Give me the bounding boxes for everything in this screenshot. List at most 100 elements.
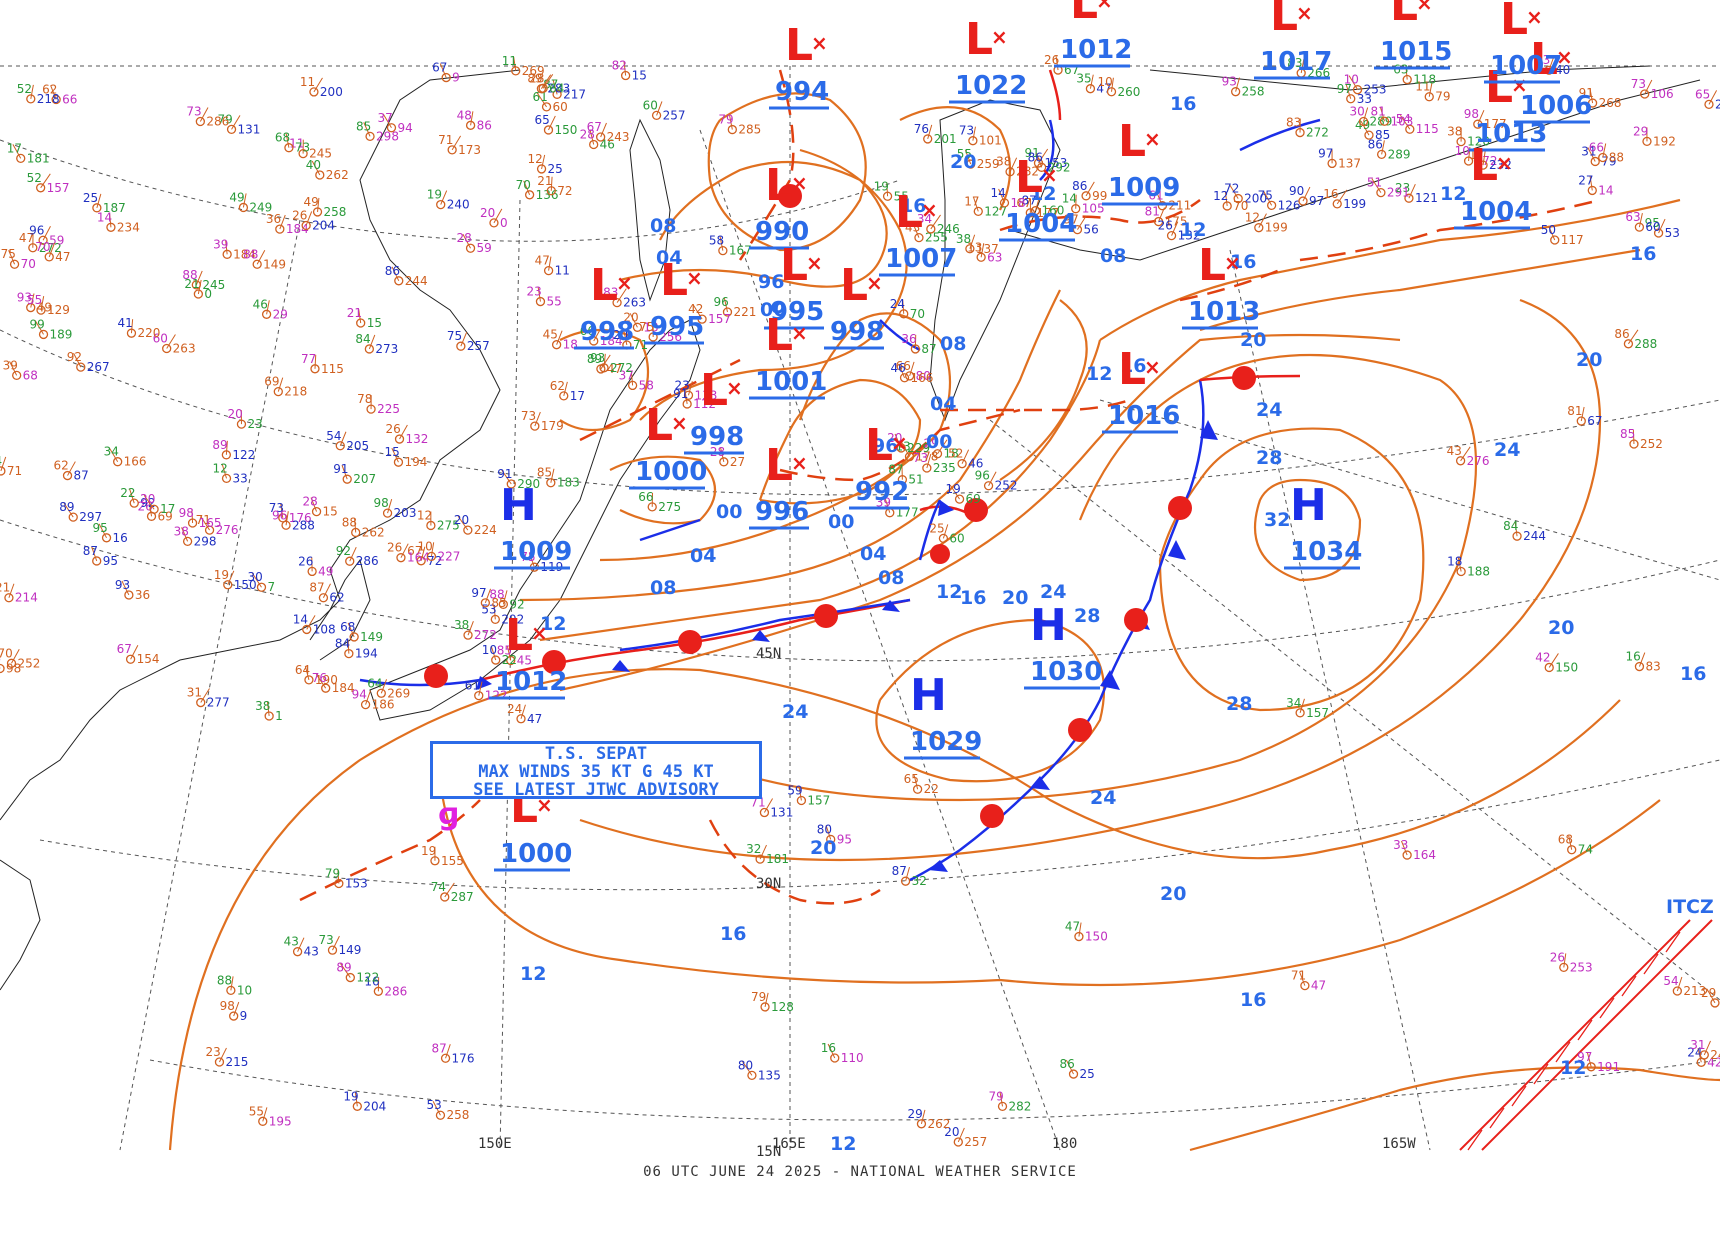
svg-text:36: 36 (901, 332, 916, 346)
svg-text:166: 166 (911, 371, 934, 385)
svg-text:93: 93 (590, 351, 605, 365)
low-center-x-icon: × (671, 411, 688, 435)
low-symbol: L (785, 20, 813, 71)
low-pressure-center: L× 1017 (1254, 0, 1332, 80)
svg-text:23: 23 (205, 1045, 220, 1059)
svg-text:200: 200 (320, 85, 343, 99)
svg-text:220: 220 (137, 326, 160, 340)
svg-text:86: 86 (1060, 1057, 1075, 1071)
svg-text:66: 66 (638, 490, 653, 504)
svg-text:97: 97 (1309, 194, 1324, 208)
svg-text:17: 17 (160, 502, 175, 516)
front-symbols (424, 184, 1256, 872)
svg-text:118: 118 (1413, 73, 1436, 87)
low-pressure-center: L× 998 (574, 260, 634, 350)
low-pressure-center: L× 996 (749, 440, 809, 530)
svg-text:17: 17 (964, 194, 979, 208)
svg-text:292: 292 (501, 612, 524, 626)
isobar-value-label: 12 (1440, 183, 1466, 205)
high-symbol: H (1290, 480, 1327, 531)
svg-text:10: 10 (1455, 144, 1470, 158)
svg-text:23: 23 (675, 378, 690, 392)
station-plot: 14 105 (1062, 192, 1105, 216)
station-plot: 68 74 (1558, 833, 1593, 857)
svg-text:175: 175 (1165, 215, 1188, 229)
isobar-1004-c (609, 455, 716, 525)
low-pressure-center: L×1007 (1484, 0, 1562, 84)
station-plot: 85 298 (356, 119, 399, 143)
station-plot: 85 183 (537, 466, 580, 490)
svg-text:64: 64 (549, 81, 564, 95)
svg-text:69: 69 (264, 375, 279, 389)
low-symbol: L (1500, 0, 1528, 45)
central-pressure-label: 1015 (1380, 37, 1452, 67)
station-plot: 31 79 (1581, 144, 1616, 168)
svg-text:11: 11 (1415, 80, 1430, 94)
svg-text:60: 60 (153, 332, 168, 346)
svg-text:20: 20 (613, 328, 628, 342)
station-plot: 42 157 (688, 302, 731, 326)
central-pressure-label: 1001 (755, 367, 827, 397)
svg-text:92: 92 (336, 544, 351, 558)
svg-text:19: 19 (946, 482, 961, 496)
svg-text:26: 26 (1550, 950, 1565, 964)
svg-text:24: 24 (890, 297, 905, 311)
svg-text:49: 49 (318, 564, 333, 578)
svg-text:240: 240 (447, 198, 470, 212)
station-plot: 86 288 (1614, 327, 1657, 351)
low-symbol: L (645, 400, 673, 451)
svg-text:47: 47 (55, 250, 70, 264)
svg-text:75: 75 (447, 329, 462, 343)
station-plot: 26 49 (298, 554, 333, 578)
svg-text:232: 232 (1489, 158, 1512, 172)
station-plot: 96 288 (272, 508, 315, 532)
low-pressure-center: L× 1013 (1182, 240, 1260, 330)
station-plot: 21 15 (347, 306, 382, 330)
station-plot: 17 232 (1469, 148, 1512, 172)
station-plot: 71 173 (438, 133, 481, 157)
isobar-value-label: 12 (520, 963, 546, 985)
station-plot: 14 108 (293, 612, 336, 636)
low-center-x-icon: × (1416, 0, 1433, 15)
svg-text:117: 117 (1561, 233, 1584, 247)
station-plot: 70 252 (0, 646, 40, 670)
svg-text:28: 28 (580, 127, 595, 141)
svg-text:79: 79 (989, 1089, 1004, 1103)
svg-text:173: 173 (458, 143, 481, 157)
svg-text:244: 244 (1523, 529, 1546, 543)
svg-text:200: 200 (1244, 192, 1267, 206)
svg-text:95: 95 (93, 521, 108, 535)
central-pressure-label: 1007 (885, 244, 957, 274)
station-plot: 86 292 (1028, 150, 1071, 174)
isobar-value-label: 04 (690, 545, 716, 567)
advisory-line-1: T.S. SEPAT (544, 744, 648, 764)
svg-text:115: 115 (1416, 122, 1439, 136)
isobar-value-label: 96 (758, 271, 784, 293)
isobar-value-label: 32 (1264, 509, 1290, 531)
svg-text:38: 38 (956, 232, 971, 246)
station-plot: 26 204 (292, 208, 335, 232)
svg-text:243: 243 (607, 130, 630, 144)
svg-text:89: 89 (527, 72, 542, 86)
coastline-kamchatka (929, 99, 1061, 422)
isobar-value-label: 08 (1100, 245, 1126, 267)
svg-text:203: 203 (394, 506, 417, 520)
svg-text:22: 22 (120, 486, 135, 500)
low-symbol: L (1015, 152, 1043, 203)
svg-text:199: 199 (1343, 197, 1366, 211)
low-center-x-icon: × (791, 451, 808, 475)
svg-text:72: 72 (557, 184, 572, 198)
svg-text:86: 86 (1368, 137, 1383, 151)
svg-text:87: 87 (1022, 194, 1037, 208)
svg-text:176: 176 (289, 511, 312, 525)
svg-text:255: 255 (925, 231, 948, 245)
isobar-1024 (699, 353, 1478, 802)
svg-text:150: 150 (1555, 660, 1578, 674)
low-symbol: L (1390, 0, 1418, 31)
low-center-x-icon: × (1511, 73, 1528, 97)
station-plot: 66 184 (580, 324, 623, 348)
svg-text:68: 68 (275, 131, 290, 145)
svg-text:24: 24 (1687, 1045, 1702, 1059)
svg-text:136: 136 (536, 188, 559, 202)
